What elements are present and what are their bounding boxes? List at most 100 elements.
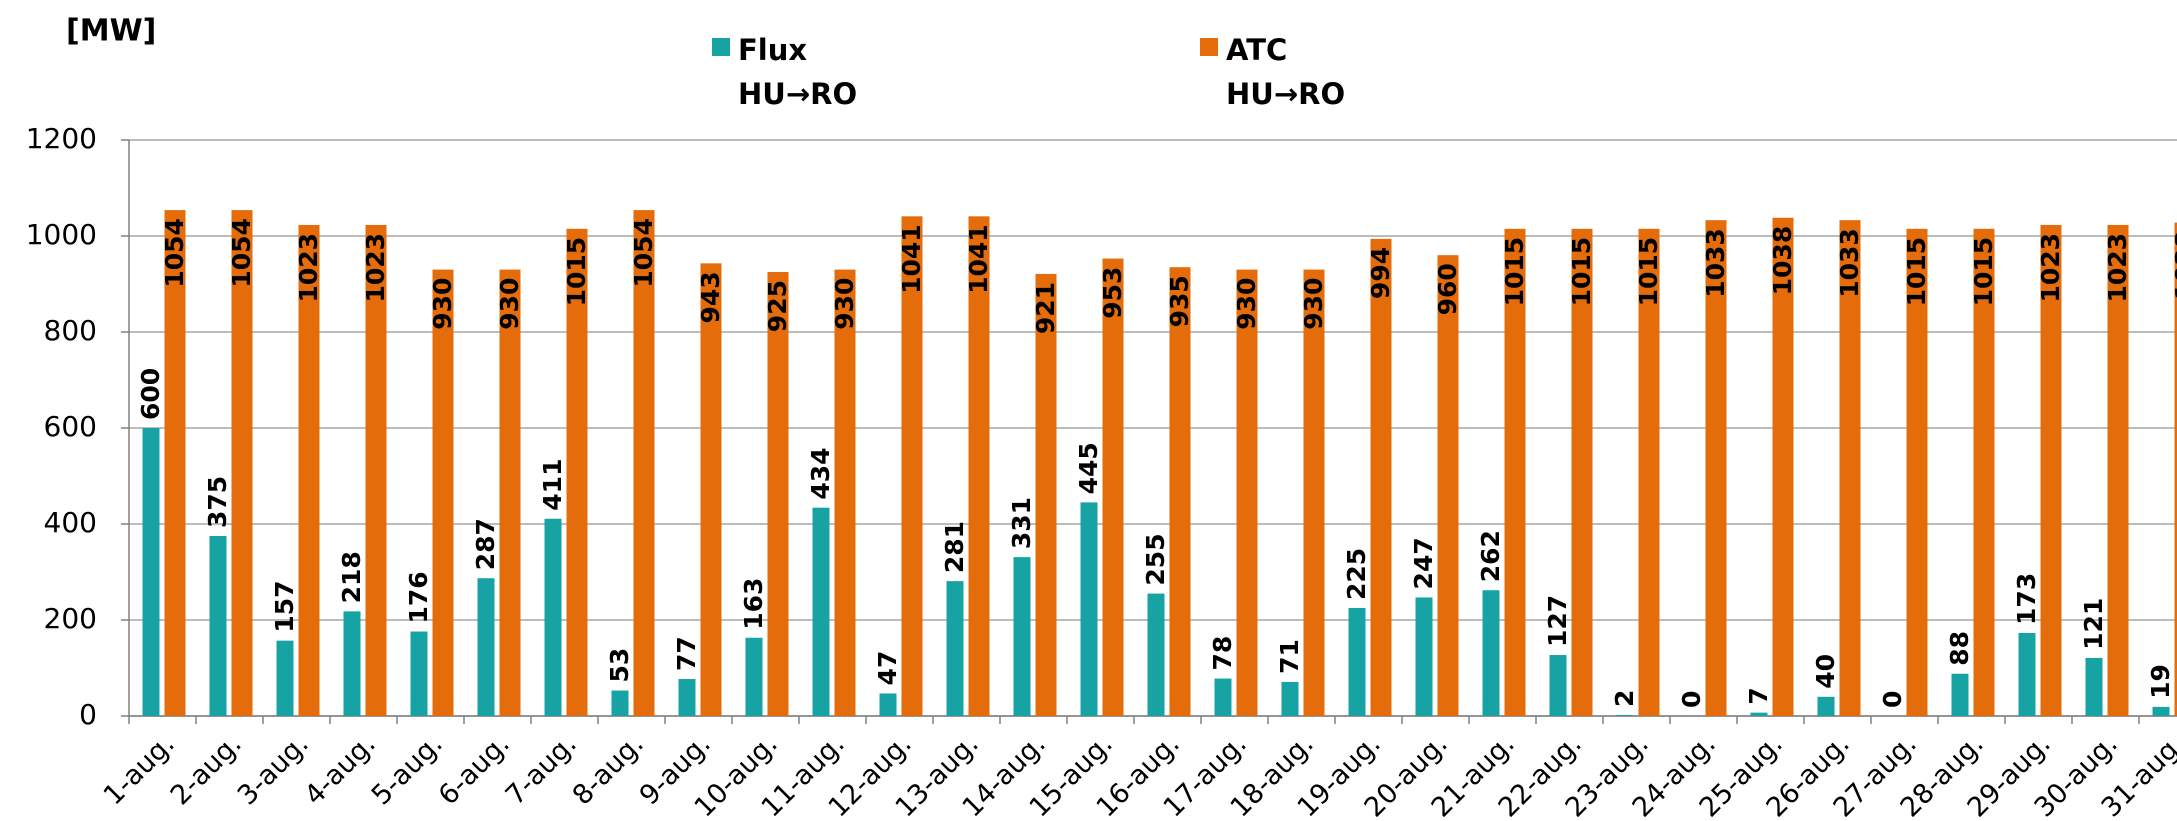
data-label: 1023	[2103, 233, 2132, 303]
data-label: 921	[1031, 282, 1060, 334]
data-label: 411	[538, 459, 567, 511]
bar	[276, 640, 294, 716]
data-label: 47	[873, 651, 902, 686]
legend-swatch	[712, 38, 730, 56]
bar	[1705, 220, 1727, 716]
bar	[1571, 228, 1593, 717]
y-tick-label: 400	[44, 506, 97, 539]
bar	[566, 228, 588, 717]
data-label: 1023	[361, 233, 390, 303]
data-label: 19	[2146, 664, 2175, 699]
bar	[1303, 269, 1325, 716]
bar	[2174, 222, 2177, 716]
bar	[767, 272, 789, 716]
bar	[1415, 597, 1433, 716]
data-label: 930	[428, 278, 457, 330]
bar	[1750, 712, 1768, 716]
bar	[901, 216, 923, 716]
data-label: 88	[1945, 631, 1974, 666]
bar	[410, 631, 428, 716]
data-label: 994	[1366, 247, 1395, 299]
bar	[879, 693, 897, 716]
y-tick-label: 200	[44, 602, 97, 635]
x-tick-label: 2-aug.	[165, 728, 248, 811]
data-label: 225	[1342, 548, 1371, 600]
data-label: 943	[696, 271, 725, 323]
data-label: 255	[1141, 533, 1170, 585]
bar	[164, 210, 186, 716]
bar	[1169, 267, 1191, 716]
bar	[2152, 706, 2170, 716]
data-label: 0	[1878, 691, 1907, 708]
data-label: 1054	[227, 218, 256, 288]
data-label: 7	[1744, 687, 1773, 704]
bar	[1482, 590, 1500, 716]
data-label: 1015	[562, 237, 591, 307]
data-label: 262	[1476, 530, 1505, 582]
x-tick-label: 3-aug.	[232, 728, 315, 811]
data-label: 1023	[2036, 233, 2065, 303]
y-tick-label: 600	[44, 410, 97, 443]
bar	[1214, 678, 1232, 716]
data-label: 0	[1677, 691, 1706, 708]
data-label: 1041	[897, 224, 926, 294]
data-label: 163	[739, 578, 768, 630]
data-label: 1028	[2170, 231, 2177, 301]
bar	[678, 679, 696, 716]
data-label: 930	[1299, 278, 1328, 330]
bar	[700, 263, 722, 716]
data-label: 77	[672, 636, 701, 671]
y-axis-label: [MW]	[66, 14, 156, 49]
bar	[298, 224, 320, 716]
bar	[946, 581, 964, 716]
bar	[1035, 273, 1057, 716]
data-label: 53	[605, 648, 634, 683]
bar	[231, 210, 253, 716]
data-label: 173	[2012, 573, 2041, 625]
data-label: 176	[404, 571, 433, 623]
data-label: 40	[1811, 654, 1840, 689]
data-label: 375	[203, 476, 232, 528]
bar	[2107, 224, 2129, 716]
bar	[209, 536, 227, 716]
bar	[1348, 608, 1366, 716]
bar	[142, 428, 160, 716]
data-label: 1054	[629, 218, 658, 288]
bar	[812, 507, 830, 716]
bar	[1437, 255, 1459, 716]
x-tick-label: 4-aug.	[299, 728, 382, 811]
bar	[2085, 657, 2103, 716]
y-tick-label: 1200	[26, 122, 97, 155]
data-label: 925	[763, 280, 792, 332]
data-label: 157	[270, 580, 299, 632]
bar	[633, 210, 655, 716]
bar	[365, 224, 387, 716]
x-tick-label: 6-aug.	[433, 728, 516, 811]
data-label: 1023	[294, 233, 323, 303]
bar	[1080, 502, 1098, 716]
bar	[1370, 238, 1392, 716]
data-label: 1041	[964, 224, 993, 294]
bar	[1102, 258, 1124, 716]
bar	[1616, 715, 1634, 716]
bar	[2018, 632, 2036, 716]
bar	[1772, 217, 1794, 716]
data-label: 960	[1433, 263, 1462, 315]
data-label: 1033	[1701, 228, 1730, 298]
bar	[1906, 228, 1928, 717]
bar	[477, 578, 495, 716]
data-label: 127	[1543, 595, 1572, 647]
data-label: 1015	[1634, 237, 1663, 307]
y-tick-label: 1000	[26, 218, 97, 251]
x-tick-label: 1-aug.	[98, 728, 181, 811]
x-tick-label: 7-aug.	[500, 728, 583, 811]
bar	[1013, 557, 1031, 716]
data-label: 1054	[160, 218, 189, 288]
bar	[1504, 228, 1526, 717]
bar	[343, 611, 361, 716]
data-label: 434	[806, 447, 835, 499]
data-label: 1015	[1902, 237, 1931, 307]
data-label: 2	[1610, 690, 1639, 707]
